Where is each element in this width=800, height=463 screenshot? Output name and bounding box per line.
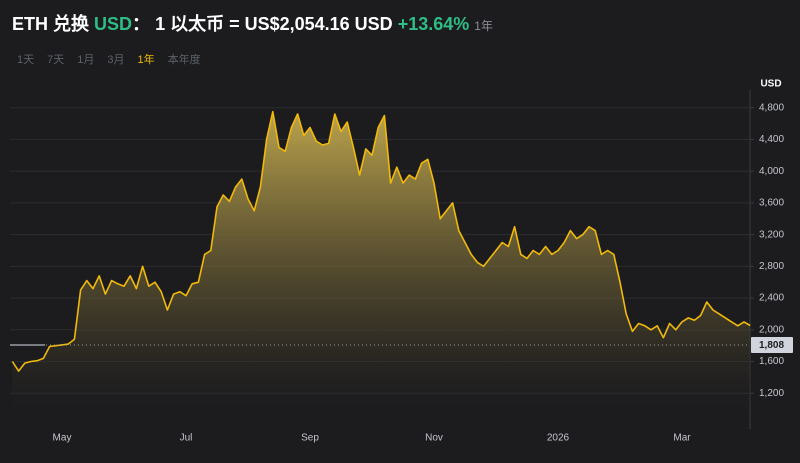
rate: 1 以太币 = US$2,054.16 USD [155,14,393,34]
reference-box [751,337,793,354]
y-unit: USD [760,79,781,90]
sep: ： [132,14,151,34]
line [11,110,751,372]
header: ETH 兑换 USD： 1 以太币 = US$2,054.16 USD +13.… [12,10,493,36]
x-tick-label: Mar [673,433,691,444]
range-tabs: 1天 7天 1月 3月 1年 本年度 [17,51,214,67]
x-tick-label: Sep [301,433,319,444]
y-tick-label: 1,200 [759,388,784,399]
range-tab[interactable]: 1天 [17,54,35,66]
area [12,111,751,425]
pair: ETH 兑换 [12,14,90,34]
reference-label: 1,808 [759,340,784,351]
change: +13.64% [397,14,470,34]
y-tick-label: 2,000 [759,324,784,335]
y-tick-label: 3,600 [759,198,784,209]
quote: USD [94,14,133,34]
x-tick-label: Nov [425,433,443,444]
y-tick-label: 2,800 [759,261,784,272]
x-tick-label: May [53,433,72,444]
y-tick-label: 2,400 [759,293,784,304]
range-tab[interactable]: 1年 [137,54,155,66]
range-tab[interactable]: 3月 [107,54,125,66]
range-tab[interactable]: 7天 [47,54,65,66]
y-tick-label: 4,000 [759,166,784,177]
y-tick-label: 4,400 [759,134,784,145]
period: 1年 [474,19,493,33]
y-tick-label: 3,200 [759,229,784,240]
y-tick-label: 4,800 [759,102,784,113]
x-tick-label: 2026 [547,433,570,444]
range-tab[interactable]: 1月 [77,54,95,66]
range-tab[interactable]: 本年度 [167,54,201,66]
y-tick-label: 1,600 [759,356,784,367]
x-tick-label: Jul [180,433,193,444]
